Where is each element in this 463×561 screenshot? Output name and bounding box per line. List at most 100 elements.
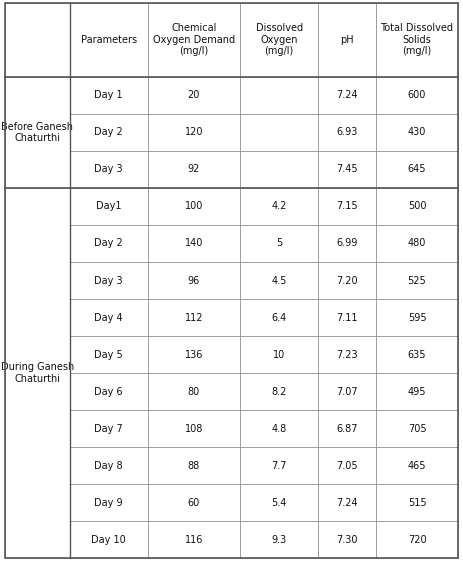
Bar	[240, 447, 318, 484]
Bar	[5, 188, 70, 558]
Bar	[375, 3, 458, 77]
Text: During Ganesh
Chaturthi: During Ganesh Chaturthi	[0, 362, 74, 384]
Bar	[148, 410, 240, 447]
Text: 108: 108	[185, 424, 203, 434]
Text: 20: 20	[188, 90, 200, 100]
Bar	[318, 447, 375, 484]
Bar	[148, 151, 240, 188]
Text: 96: 96	[188, 275, 200, 286]
Bar	[148, 114, 240, 151]
Text: 595: 595	[408, 312, 426, 323]
Bar	[318, 188, 375, 225]
Bar	[148, 373, 240, 410]
Bar	[318, 262, 375, 299]
Text: 635: 635	[408, 350, 426, 360]
Bar	[240, 225, 318, 262]
Bar	[70, 299, 148, 336]
Text: 7.05: 7.05	[336, 461, 357, 471]
Bar	[70, 484, 148, 521]
Bar	[148, 262, 240, 299]
Text: Day 2: Day 2	[94, 127, 123, 137]
Text: 7.20: 7.20	[336, 275, 357, 286]
Text: Day 1: Day 1	[94, 90, 123, 100]
Text: 4.8: 4.8	[271, 424, 287, 434]
Text: Day 7: Day 7	[94, 424, 123, 434]
Text: Day 8: Day 8	[94, 461, 123, 471]
Bar	[375, 77, 458, 114]
Bar	[240, 336, 318, 373]
Bar	[70, 521, 148, 558]
Text: 10: 10	[273, 350, 285, 360]
Bar	[148, 336, 240, 373]
Bar	[70, 225, 148, 262]
Text: 6.87: 6.87	[336, 424, 357, 434]
Text: Day1: Day1	[96, 201, 121, 211]
Bar	[318, 521, 375, 558]
Bar	[375, 447, 458, 484]
Bar	[148, 3, 240, 77]
Bar	[240, 262, 318, 299]
Bar	[375, 521, 458, 558]
Bar	[375, 336, 458, 373]
Text: 5: 5	[276, 238, 282, 249]
Text: 495: 495	[408, 387, 426, 397]
Bar	[375, 114, 458, 151]
Bar	[375, 484, 458, 521]
Text: 720: 720	[408, 535, 426, 545]
Bar	[240, 114, 318, 151]
Bar	[70, 336, 148, 373]
Bar	[318, 77, 375, 114]
Text: 6.4: 6.4	[271, 312, 287, 323]
Bar	[148, 77, 240, 114]
Bar	[240, 484, 318, 521]
Text: Day 4: Day 4	[94, 312, 123, 323]
Text: 525: 525	[407, 275, 426, 286]
Bar	[318, 299, 375, 336]
Text: 705: 705	[408, 424, 426, 434]
Text: 480: 480	[408, 238, 426, 249]
Bar	[375, 299, 458, 336]
Text: 60: 60	[188, 498, 200, 508]
Text: 7.24: 7.24	[336, 90, 357, 100]
Bar	[70, 373, 148, 410]
Bar	[70, 3, 148, 77]
Bar	[240, 299, 318, 336]
Text: Day 10: Day 10	[91, 535, 126, 545]
Bar	[70, 77, 148, 114]
Text: Total Dissolved
Solids
(mg/l): Total Dissolved Solids (mg/l)	[381, 23, 453, 57]
Text: 4.5: 4.5	[271, 275, 287, 286]
Bar	[375, 373, 458, 410]
Bar	[375, 188, 458, 225]
Bar	[318, 373, 375, 410]
Text: 120: 120	[185, 127, 203, 137]
Bar	[240, 3, 318, 77]
Bar	[148, 484, 240, 521]
Text: 7.45: 7.45	[336, 164, 357, 174]
Bar	[148, 447, 240, 484]
Bar	[375, 262, 458, 299]
Bar	[318, 336, 375, 373]
Bar	[148, 299, 240, 336]
Text: 8.2: 8.2	[271, 387, 287, 397]
Text: Chemical
Oxygen Demand
(mg/l): Chemical Oxygen Demand (mg/l)	[153, 23, 235, 57]
Bar	[70, 114, 148, 151]
Text: 7.7: 7.7	[271, 461, 287, 471]
Text: 7.11: 7.11	[336, 312, 357, 323]
Bar	[240, 151, 318, 188]
Bar	[70, 188, 148, 225]
Text: Day 9: Day 9	[94, 498, 123, 508]
Text: 430: 430	[408, 127, 426, 137]
Bar	[148, 188, 240, 225]
Text: 4.2: 4.2	[271, 201, 287, 211]
Bar	[318, 114, 375, 151]
Text: 600: 600	[408, 90, 426, 100]
Bar	[240, 188, 318, 225]
Text: 80: 80	[188, 387, 200, 397]
Text: 100: 100	[185, 201, 203, 211]
Text: Day 3: Day 3	[94, 275, 123, 286]
Text: Day 3: Day 3	[94, 164, 123, 174]
Text: 7.15: 7.15	[336, 201, 357, 211]
Text: 140: 140	[185, 238, 203, 249]
Text: Day 6: Day 6	[94, 387, 123, 397]
Text: 515: 515	[408, 498, 426, 508]
